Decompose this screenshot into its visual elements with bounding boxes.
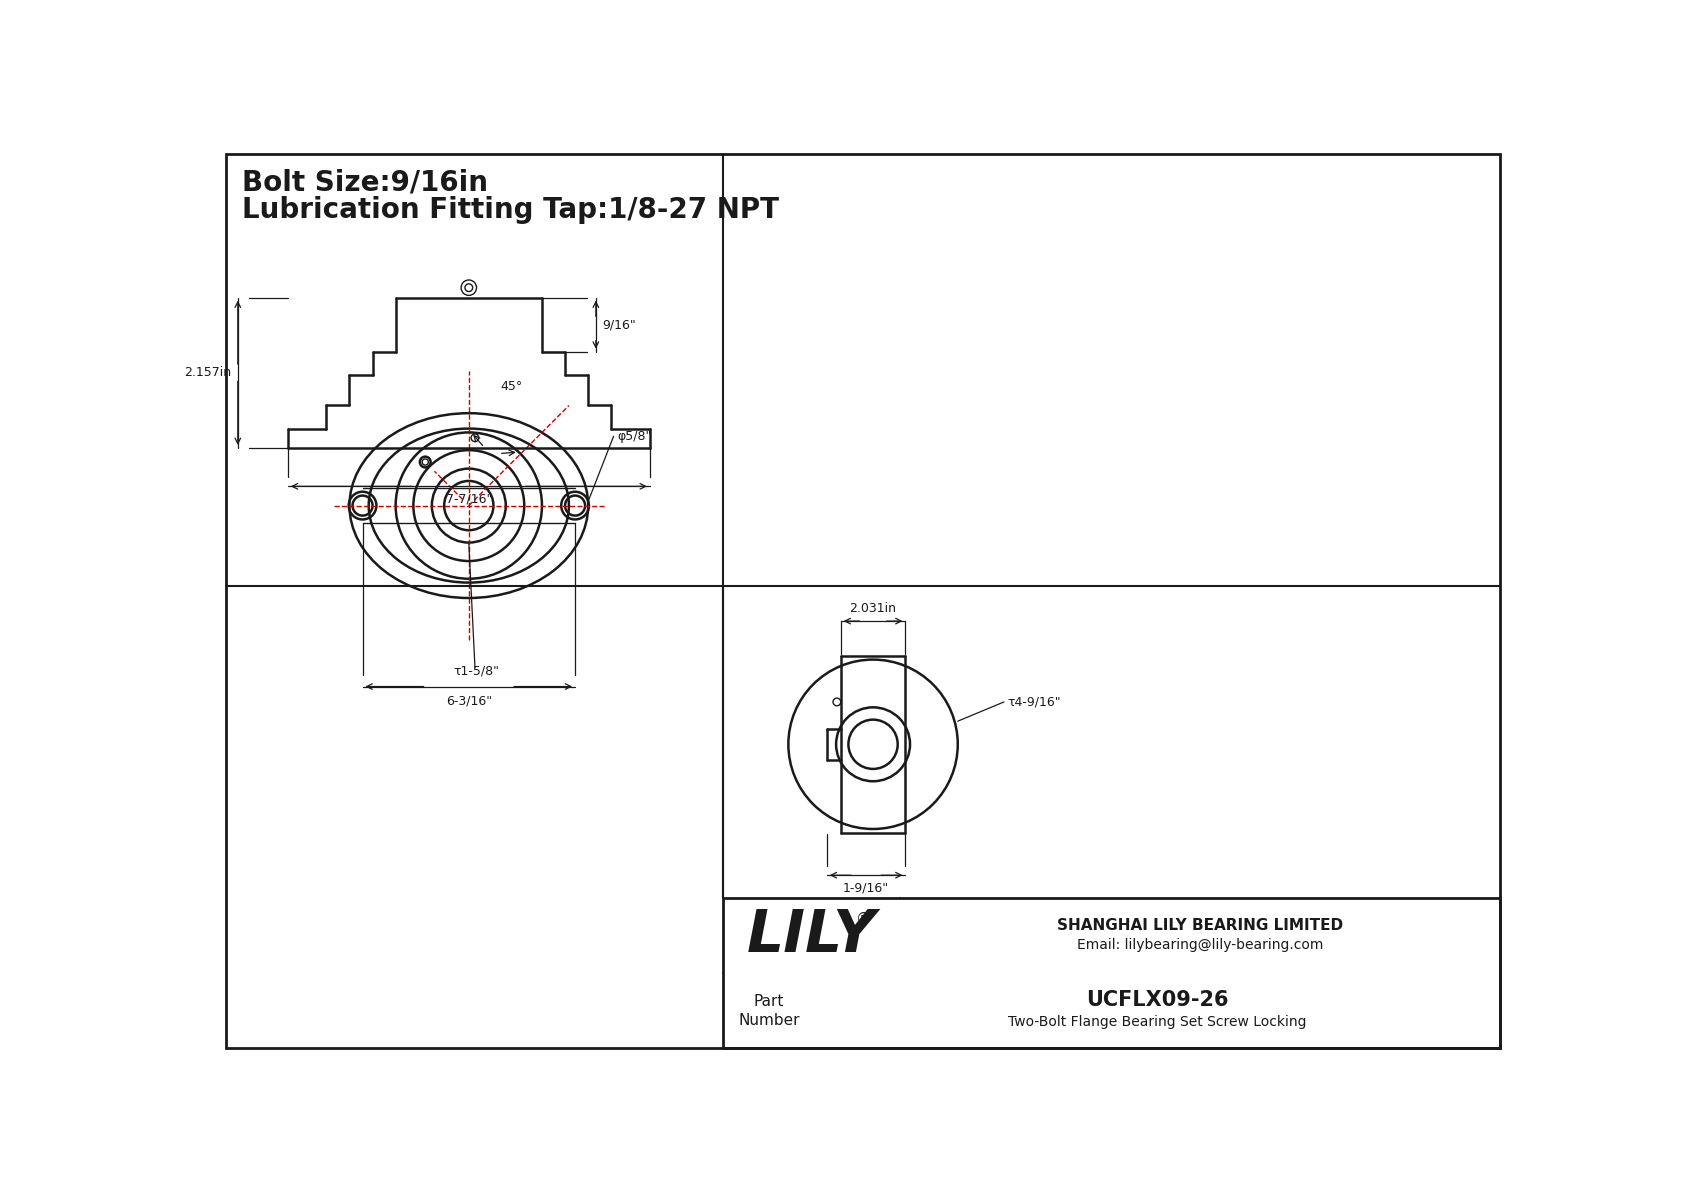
Text: SHANGHAI LILY BEARING LIMITED: SHANGHAI LILY BEARING LIMITED bbox=[1058, 917, 1342, 933]
Text: UCFLX09-26: UCFLX09-26 bbox=[1086, 990, 1229, 1010]
Text: τ4-9/16": τ4-9/16" bbox=[1007, 696, 1061, 709]
Text: Email: lilybearing@lily-bearing.com: Email: lilybearing@lily-bearing.com bbox=[1076, 939, 1324, 952]
Text: 7-7/16": 7-7/16" bbox=[446, 493, 492, 505]
Text: τ1-5/8": τ1-5/8" bbox=[453, 665, 500, 678]
Text: Bolt Size:9/16in: Bolt Size:9/16in bbox=[242, 168, 488, 197]
Bar bbox=[722, 898, 1500, 1048]
Text: Two-Bolt Flange Bearing Set Screw Locking: Two-Bolt Flange Bearing Set Screw Lockin… bbox=[1009, 1015, 1307, 1029]
Text: Part
Number: Part Number bbox=[738, 993, 800, 1028]
Text: 6-3/16": 6-3/16" bbox=[446, 694, 492, 707]
Text: LILY: LILY bbox=[746, 908, 876, 965]
Text: 45°: 45° bbox=[500, 380, 522, 393]
Text: Lubrication Fitting Tap:1/8-27 NPT: Lubrication Fitting Tap:1/8-27 NPT bbox=[242, 197, 778, 224]
Text: 2.031in: 2.031in bbox=[849, 601, 896, 615]
Text: ®: ® bbox=[855, 911, 871, 927]
Text: 2.157in: 2.157in bbox=[185, 367, 232, 379]
Text: 9/16": 9/16" bbox=[601, 318, 637, 331]
Text: φ5/8": φ5/8" bbox=[618, 430, 652, 443]
Text: 1-9/16": 1-9/16" bbox=[842, 881, 889, 894]
